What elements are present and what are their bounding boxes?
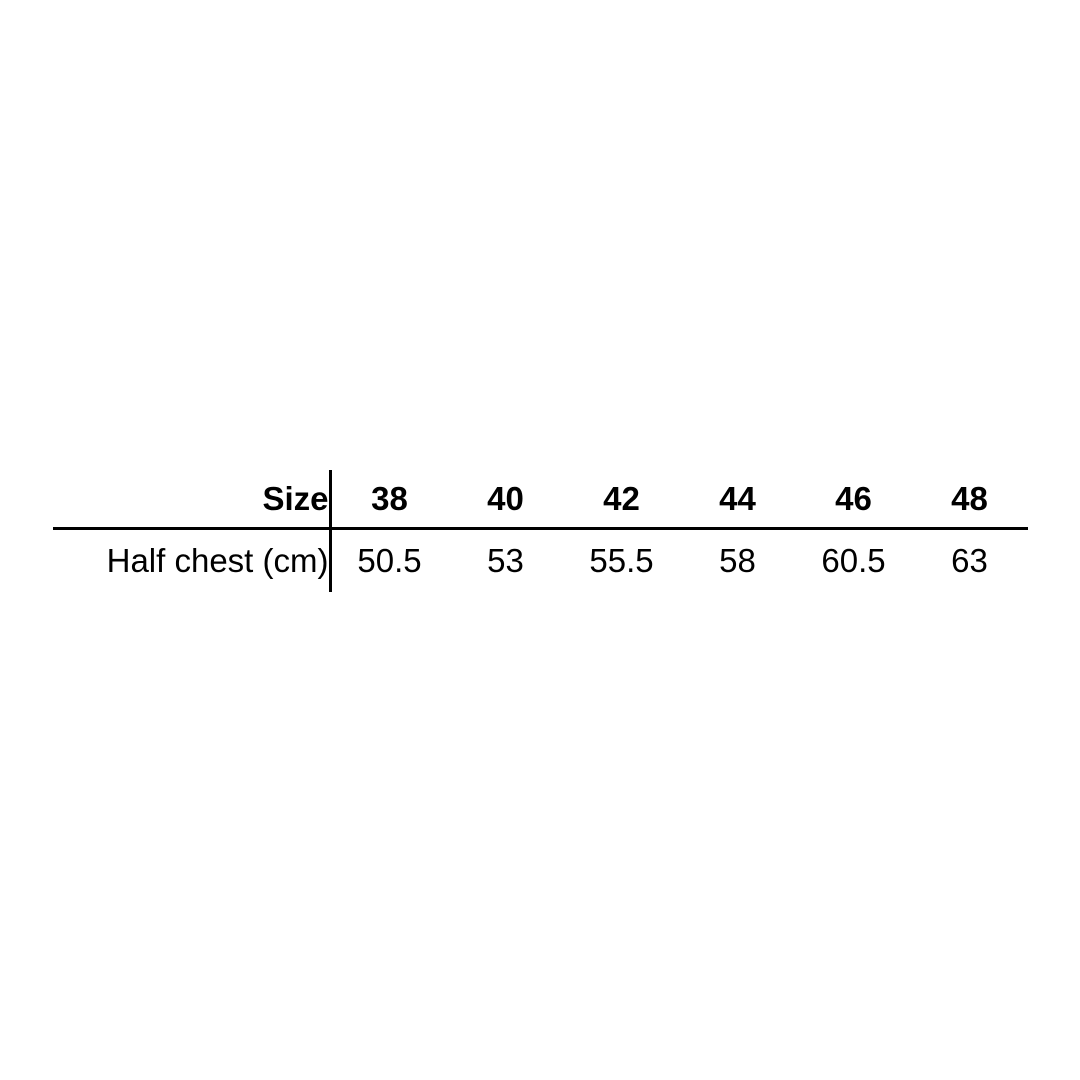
half-chest-value-48: 63 — [951, 542, 988, 579]
half-chest-value-46: 60.5 — [821, 542, 886, 579]
size-column-header-38: 38 — [330, 470, 448, 530]
half-chest-value-44: 58 — [719, 542, 756, 579]
size-chart: Size 38 40 42 44 46 48 Half chest (cm) 5… — [52, 470, 1028, 592]
header-label-size: Size — [52, 470, 332, 530]
size-column-header-48: 48 — [911, 470, 1028, 530]
half-chest-value-40: 53 — [487, 542, 524, 579]
table-row-half-chest: Half chest (cm) 50.5 53 55.5 58 60.5 63 — [52, 528, 1028, 592]
size-column-header-40: 40 — [447, 470, 564, 530]
size-table: Size 38 40 42 44 46 48 Half chest (cm) 5… — [52, 470, 1028, 592]
half-chest-value-38: 50.5 — [357, 542, 422, 579]
size-column-header-46: 46 — [795, 470, 912, 530]
half-chest-value-42: 55.5 — [589, 542, 654, 579]
table-header-row: Size 38 40 42 44 46 48 — [52, 470, 1028, 530]
row-label-half-chest: Half chest (cm) — [52, 528, 332, 592]
size-column-header-44: 44 — [679, 470, 796, 530]
size-column-header-42: 42 — [563, 470, 680, 530]
